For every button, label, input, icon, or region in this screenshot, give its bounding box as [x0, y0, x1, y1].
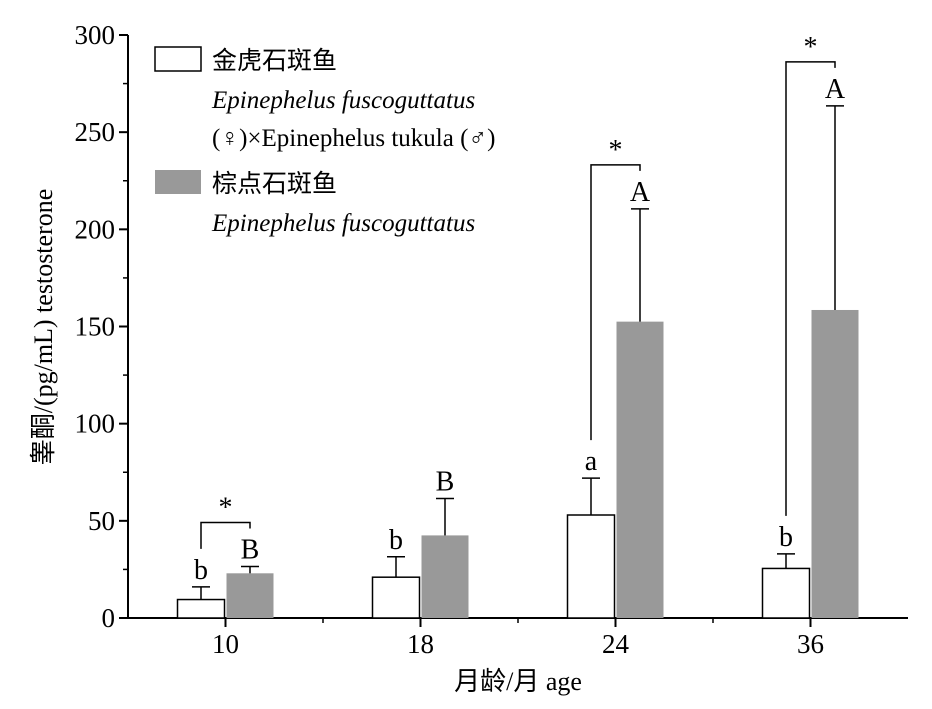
y-tick-label: 50	[88, 506, 115, 536]
group-letter-series0-18: b	[389, 525, 403, 556]
group-letter-series1-18: B	[436, 466, 455, 497]
significance-bracket-10	[200, 521, 251, 549]
bar-series0-18	[371, 576, 421, 619]
legend-swatch-brown	[155, 170, 201, 194]
significance-bracket-24	[590, 164, 641, 441]
legend-label-hybrid-line2: (♀)×Epinephelus tukula (♂)	[212, 125, 495, 152]
legend-label-brown-cn: 棕点石斑鱼	[212, 170, 337, 198]
y-axis-title: 睾酮/(pg/mL) testosterone	[29, 189, 58, 466]
group-letter-series0-24: a	[585, 446, 598, 477]
group-letter-series1-10: B	[241, 535, 260, 566]
y-tick-label: 300	[75, 20, 116, 50]
x-tick-label: 36	[797, 629, 824, 659]
significance-bracket-36	[785, 61, 836, 516]
legend: 金虎石斑鱼 Epinephelus fuscoguttatus (♀)×Epin…	[154, 46, 495, 237]
significance-star-24: *	[609, 135, 623, 166]
x-tick-label: 10	[212, 629, 239, 659]
legend-label-hybrid-cn: 金虎石斑鱼	[212, 47, 337, 75]
bar-series1-10	[226, 573, 274, 618]
y-tick-label: 250	[75, 117, 116, 147]
group-letter-series1-36: A	[825, 74, 846, 105]
bar-series0-10	[176, 598, 226, 619]
bar-series1-24	[616, 321, 664, 618]
x-ticks: 10 18 24 36	[212, 618, 824, 659]
x-axis-title: 月龄/月 age	[454, 667, 582, 696]
y-ticks: 0 50 100 150 200 250 300	[75, 20, 128, 633]
legend-label-brown-line1: Epinephelus fuscoguttatus	[211, 210, 475, 237]
y-tick-label: 0	[102, 603, 116, 633]
legend-swatch-hybrid	[154, 46, 202, 72]
y-tick-label: 150	[75, 312, 116, 342]
y-tick-label: 200	[75, 214, 116, 244]
significance-star-10: *	[219, 493, 233, 524]
y-tick-label: 100	[75, 409, 116, 439]
group-letter-series0-10: b	[194, 555, 208, 586]
bar-series0-36	[761, 567, 811, 619]
x-tick-label: 24	[602, 629, 630, 659]
x-tick-label: 18	[407, 629, 434, 659]
significance-star-36: *	[804, 32, 818, 63]
group-letter-series1-24: A	[630, 177, 651, 208]
group-letter-series0-36: b	[779, 522, 793, 553]
bars	[176, 105, 859, 619]
legend-label-hybrid-line1: Epinephelus fuscoguttatus	[211, 87, 475, 114]
bar-series1-36	[811, 309, 859, 618]
bar-series1-18	[421, 535, 469, 618]
bar-series0-24	[566, 514, 616, 619]
